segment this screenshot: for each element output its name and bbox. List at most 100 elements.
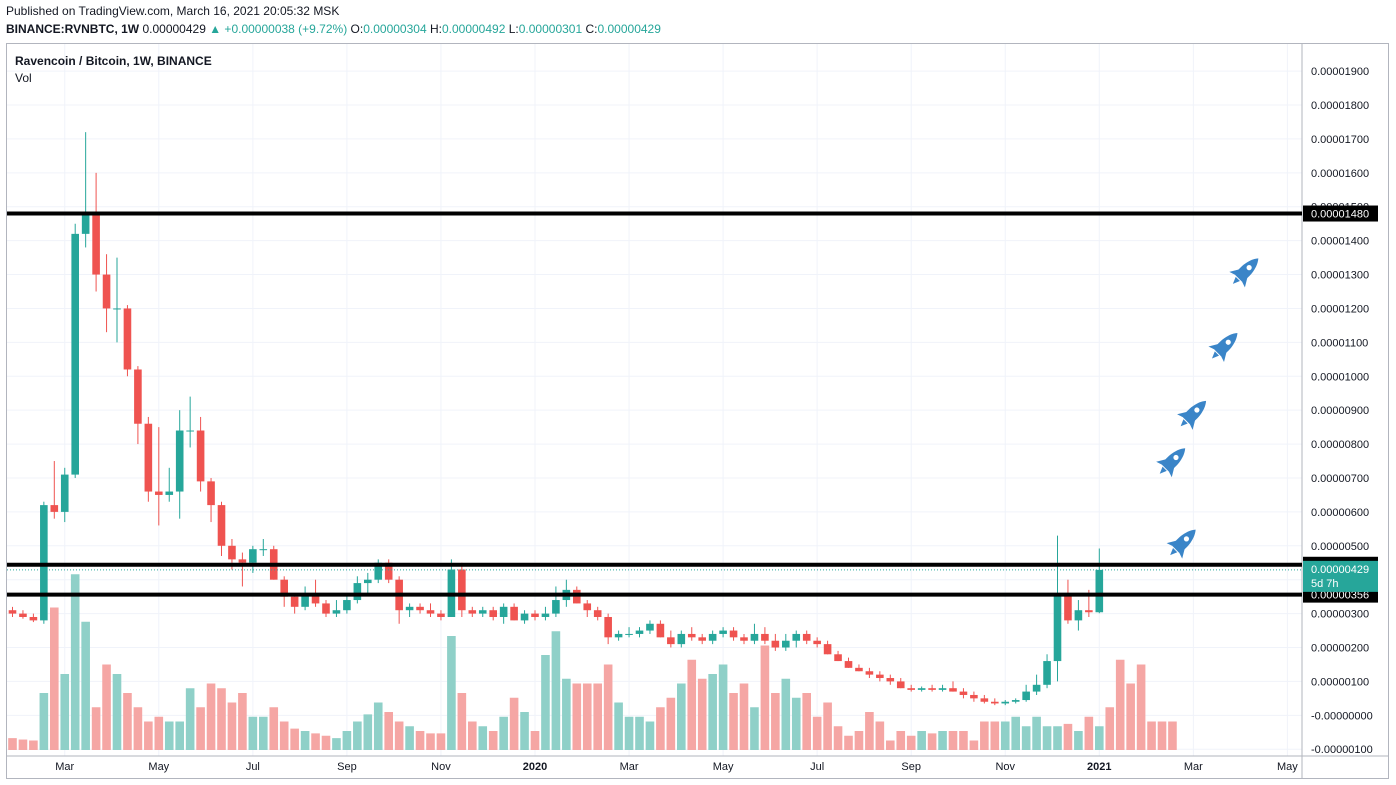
candle-body [541, 613, 550, 617]
volume-bar [1126, 683, 1135, 750]
candle-body [886, 678, 895, 682]
candle [468, 606, 477, 617]
candle-body [1011, 700, 1020, 702]
candle-body [92, 213, 100, 275]
volume-bar [802, 693, 811, 750]
candle-body [228, 545, 236, 560]
volume-bar [593, 683, 602, 750]
candle [510, 603, 518, 621]
candle-body [175, 430, 184, 492]
volume-bar [1168, 721, 1177, 750]
candle [478, 606, 487, 617]
candle [677, 630, 686, 648]
candle [1022, 684, 1030, 702]
volume-bar [18, 739, 28, 750]
candle-body [364, 579, 372, 584]
candle [238, 552, 247, 587]
price-tick-label: 0.00001700 [1311, 134, 1369, 146]
candle [416, 603, 424, 614]
candle [1053, 535, 1062, 682]
candle-body [322, 603, 330, 614]
volume-bar [311, 733, 320, 750]
candle [593, 606, 602, 621]
candle [249, 545, 257, 573]
candle-body [416, 606, 424, 611]
candle [520, 610, 529, 624]
candle [813, 637, 821, 648]
volume-bar [886, 740, 895, 750]
volume-bar [144, 721, 153, 750]
candle [499, 603, 508, 624]
candle-body [113, 308, 121, 310]
candle-body [552, 600, 560, 614]
price-tick-label: 0.00001100 [1311, 337, 1368, 349]
candle-body [761, 633, 769, 641]
price-tick-label: 0.00000200 [1311, 643, 1369, 655]
price-tick-label: 0.00000900 [1311, 405, 1369, 417]
price-axis[interactable]: 0.00001900 0.00001800 0.00001700 0.00001600… [1303, 66, 1378, 756]
candle [604, 613, 612, 645]
candle [750, 623, 759, 645]
candle-body [865, 671, 874, 675]
price-tick-label: 0.00001800 [1311, 100, 1369, 112]
volume-bar [112, 674, 122, 750]
volume-bar [342, 731, 352, 750]
volume-bar [332, 738, 341, 750]
rocket-icon [1166, 529, 1196, 559]
candle-body [938, 688, 947, 690]
candle [876, 671, 884, 682]
volume-bar [248, 716, 258, 750]
volume-bar [164, 721, 174, 750]
candle [970, 691, 978, 702]
published-line: Published on TradingView.com, March 16, … [6, 4, 340, 18]
volume-bar [551, 631, 561, 750]
horizontal-lines[interactable] [7, 211, 1302, 597]
candle-body [71, 233, 79, 475]
candle-body [792, 633, 801, 641]
rocket-body [1172, 529, 1196, 554]
volume-bar [656, 707, 665, 750]
candle [614, 630, 623, 641]
candle [583, 600, 592, 617]
candle [8, 606, 17, 617]
time-axis[interactable]: Mar May Jul Sep Nov 2020 Mar May Jul Sep Nov 2021 Ma… [55, 761, 1298, 773]
candle [186, 396, 194, 448]
volume-bar [29, 740, 38, 750]
time-tick-label: 2021 [1087, 761, 1111, 773]
candle [290, 593, 299, 614]
candle [196, 416, 205, 492]
time-tick-label: Sep [337, 761, 357, 773]
volume-bar [70, 574, 80, 750]
volume-bar [708, 674, 717, 750]
candle-body [687, 633, 696, 638]
volume-bar [468, 721, 477, 750]
volume-bar [959, 731, 968, 750]
time-tick-label: Nov [431, 761, 451, 773]
volume-bar [1021, 726, 1031, 750]
volume-bar [394, 721, 404, 750]
volume-bar [771, 693, 780, 750]
candle [269, 545, 278, 580]
candle [60, 467, 69, 523]
candle-body [959, 691, 968, 695]
candle-body [1022, 691, 1030, 701]
line-price-tag-label: 0.00001480 [1311, 209, 1369, 221]
candle-body [520, 613, 529, 621]
candle [92, 172, 100, 292]
candle-body [478, 610, 487, 614]
volume-bar [791, 697, 801, 750]
candle [991, 698, 999, 706]
candle-body [249, 549, 257, 563]
rocket-body [1182, 400, 1207, 425]
candle [646, 620, 654, 634]
volume-bar [948, 731, 958, 750]
candle-body [311, 593, 320, 604]
volume-bar [1095, 726, 1104, 750]
chart-frame [6, 43, 1389, 779]
candle [364, 572, 372, 594]
candle-body [499, 606, 508, 617]
candle-body [353, 583, 362, 601]
candle-body [19, 613, 27, 617]
candle [447, 559, 456, 617]
